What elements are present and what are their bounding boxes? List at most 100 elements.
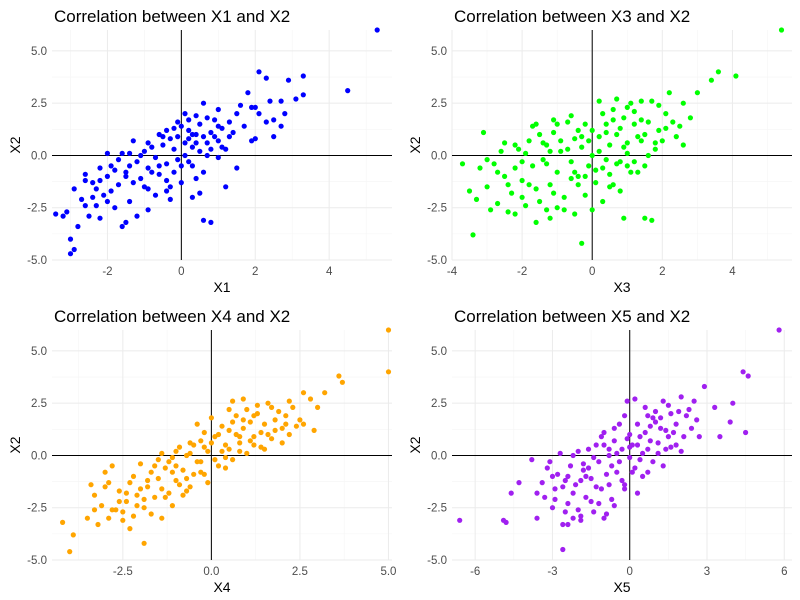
data-point <box>593 442 599 448</box>
data-point <box>565 146 571 152</box>
data-point <box>495 200 501 207</box>
data-point <box>251 434 257 440</box>
data-point <box>102 484 108 490</box>
data-point <box>572 211 578 217</box>
data-point <box>119 223 125 230</box>
data-point <box>285 77 292 83</box>
data-point <box>570 515 576 521</box>
data-point <box>645 119 651 125</box>
data-point <box>611 503 617 509</box>
data-point <box>670 119 676 125</box>
data-point <box>247 438 253 444</box>
data-point <box>164 177 170 184</box>
data-point <box>560 521 566 528</box>
data-point <box>237 102 244 108</box>
data-point <box>588 475 594 482</box>
data-point <box>645 446 651 452</box>
data-point <box>622 482 628 488</box>
data-points <box>459 27 785 246</box>
data-point <box>560 546 566 553</box>
data-point <box>652 408 659 415</box>
data-point <box>505 209 511 215</box>
data-point <box>64 209 70 215</box>
data-point <box>575 173 581 179</box>
minor-grid <box>452 330 792 560</box>
data-point <box>193 175 199 182</box>
data-point <box>547 182 553 188</box>
data-point <box>245 90 251 96</box>
data-point <box>269 404 275 410</box>
data-point <box>201 444 207 450</box>
data-point <box>642 131 648 138</box>
minor-grid <box>52 330 392 560</box>
data-point <box>701 383 708 390</box>
data-point <box>568 113 574 119</box>
data-point <box>256 111 262 117</box>
data-point <box>642 215 648 221</box>
data-point <box>583 494 589 500</box>
data-point <box>607 142 613 148</box>
data-point <box>204 152 210 159</box>
data-point <box>533 219 539 225</box>
data-point <box>205 480 211 486</box>
data-point <box>134 492 140 498</box>
data-point <box>570 490 576 496</box>
x-axis-label: X5 <box>613 579 630 595</box>
data-point <box>152 463 158 469</box>
data-point <box>593 167 599 173</box>
data-point <box>156 171 162 177</box>
scatter-panel-1: -2 0 2 4 -5.0 -2.5 0.0 2.5 5.0 Correlation betwee… <box>7 7 392 295</box>
data-point <box>311 427 317 433</box>
data-point <box>498 148 504 154</box>
data-point <box>234 165 240 171</box>
data-point <box>164 127 170 133</box>
data-point <box>603 121 609 127</box>
data-point <box>649 217 655 223</box>
data-point <box>240 417 246 423</box>
data-point <box>145 477 151 484</box>
data-point <box>694 90 701 96</box>
data-point <box>568 159 574 165</box>
data-point <box>215 463 222 469</box>
data-point <box>537 131 543 138</box>
data-point <box>573 482 579 488</box>
data-point <box>67 251 74 257</box>
data-point <box>148 511 154 517</box>
y-tick-label: -2.5 <box>427 503 447 515</box>
major-grid <box>451 30 792 261</box>
data-point <box>97 215 103 221</box>
data-point <box>659 138 665 144</box>
data-point <box>241 123 247 129</box>
x-tick-label: -6 <box>470 566 480 578</box>
data-point <box>658 415 664 421</box>
data-point <box>691 398 697 404</box>
data-point <box>134 213 140 219</box>
data-point <box>230 129 236 136</box>
data-point <box>660 398 666 404</box>
data-point <box>549 473 556 479</box>
data-point <box>271 117 277 123</box>
data-point <box>198 459 204 465</box>
y-tick-label: -5.0 <box>27 255 47 267</box>
data-point <box>565 473 571 479</box>
data-point <box>226 446 232 452</box>
data-point <box>655 450 661 456</box>
y-tick-label: -2.5 <box>27 503 47 515</box>
data-point <box>647 438 653 444</box>
data-point <box>554 169 560 175</box>
data-point <box>276 408 282 415</box>
data-point <box>385 327 392 333</box>
data-point <box>778 27 785 33</box>
data-point <box>631 121 637 127</box>
data-point <box>71 246 77 253</box>
data-point <box>75 223 81 230</box>
x-tick-label: -4 <box>447 266 458 278</box>
x-tick-label: 2 <box>659 266 665 278</box>
data-point <box>283 413 289 419</box>
data-point <box>509 190 515 196</box>
data-point <box>178 123 184 129</box>
data-point <box>547 148 553 154</box>
data-point <box>272 417 278 423</box>
data-point <box>205 448 211 454</box>
data-point <box>271 134 277 140</box>
